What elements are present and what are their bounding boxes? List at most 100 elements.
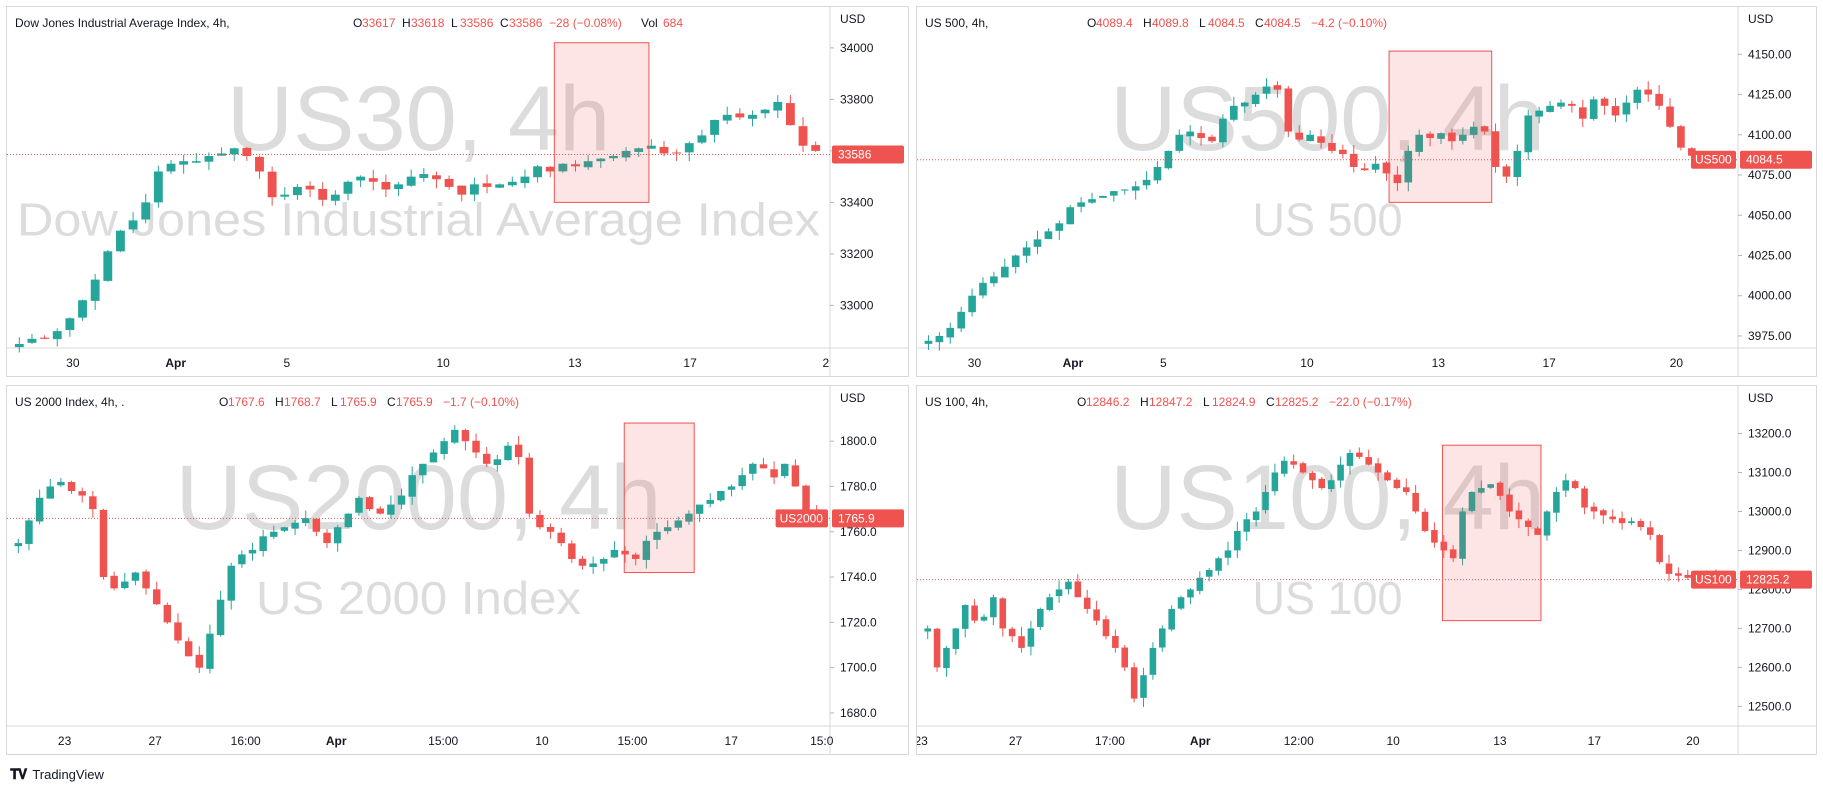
candle-body [131,572,140,581]
change-value: −1.7 (−0.10%) [443,395,519,409]
candle [292,184,302,200]
last-price-label: 33586 [838,147,872,161]
candle-body [1496,482,1504,496]
candle-body [1164,150,1173,169]
candle [355,495,363,516]
candle [1290,454,1297,469]
candle-body [35,497,44,522]
candle [1675,567,1682,582]
candle-body [1262,491,1269,511]
time-tick-label: 13 [1432,356,1446,370]
candle [238,550,246,568]
candle [469,177,479,202]
candle [52,328,62,347]
candle-body [1149,647,1157,675]
candle-body [99,509,108,578]
brand-label[interactable]: TradingView [32,767,104,782]
candle-body [717,491,725,501]
tradingview-logo-icon[interactable]: 𝐓𝐕 [10,766,27,782]
candle [128,212,138,234]
candle [131,571,140,586]
candle [1656,533,1663,565]
candle-body [999,598,1007,629]
price-tick-label: 4050.00 [1748,208,1792,222]
candle-body [952,628,960,649]
candle [672,149,682,162]
time-tick-label: 30 [66,356,80,370]
candle-body [600,558,608,564]
candle-body [1557,102,1565,107]
candle-body [610,549,619,558]
highlight-rectangle[interactable] [1388,50,1493,203]
candle [270,525,278,540]
candle [1055,220,1064,240]
time-tick-label: 5 [1160,356,1167,370]
candle [444,175,454,190]
candle-body [1088,199,1096,203]
chart-panel-us500[interactable]: US500, 4h US 500 US 500, 4h, O 4089.4 H 4089.8… [916,6,1817,377]
candle-body [990,597,997,618]
candle [1219,114,1227,148]
candle [1327,474,1335,493]
time-tick-label: 16:00 [231,734,261,748]
candle [1633,86,1642,110]
candle-body [292,186,302,196]
candle-body [103,251,113,281]
candle-body [318,188,328,200]
candle-body [1656,535,1663,563]
candle-body [1534,528,1541,535]
candle [735,108,745,120]
highlight-rectangle[interactable] [553,42,650,203]
candle [1175,129,1184,153]
candle [798,117,808,153]
time-tick-label: 5 [283,356,290,370]
candle [78,487,86,503]
candle [659,140,669,157]
chart-panel-us2000[interactable]: US2000, 4h US 2000 Index US 2000 Index, 4h… [6,385,909,755]
candle [1655,85,1663,110]
time-tick-label: 20 [1686,734,1700,748]
candle-body [206,633,214,669]
candle-body [1506,494,1513,512]
candle [1229,96,1238,122]
chart-panel-us30[interactable]: US30, 4h Dow Jones Industrial Average Ind… [6,6,909,377]
time-tick-label: 10 [535,734,549,748]
candle [318,182,328,207]
candle [99,508,108,580]
candle-body [578,558,587,566]
candle-body [1675,573,1682,576]
symbol-price-tag: US100 [1695,573,1732,587]
candle-body [659,146,669,154]
candle-body [1360,168,1369,171]
candle-body [419,463,427,476]
candle-body [504,445,512,461]
candles-group [14,94,821,353]
candle-body [1000,266,1009,278]
candle-body [1175,134,1184,151]
candle [1609,509,1616,524]
candle-body [89,496,97,510]
candle [1251,92,1260,108]
candle-body [773,101,783,111]
candle [368,169,378,191]
candle-body [533,166,543,178]
candle-body [1611,106,1620,116]
change-value: −4.2 (−0.10%) [1311,16,1387,30]
candle-body [1309,472,1316,481]
candle-body [493,459,502,465]
candle [631,552,640,566]
candle-body [1153,166,1162,181]
highlight-rectangle[interactable] [623,422,695,574]
chart-legend: US 500, 4h, O 4089.4 H 4089.8 L 4084.5 C 4084.5−… [925,16,1387,30]
candle-body [52,331,62,340]
candle [634,147,644,157]
candle [990,271,998,287]
candle [1337,456,1344,488]
highlight-rectangle[interactable] [1441,444,1542,622]
chart-panel-us100[interactable]: US100, 4h US 100 US 100, 4h, O 12846.2 H 12847… [916,385,1817,755]
time-tick-label: Apr [1063,356,1084,370]
candle-body [1099,195,1107,198]
candle-body [387,504,395,515]
time-tick-label: 13 [1493,734,1507,748]
candle-body [968,295,976,313]
